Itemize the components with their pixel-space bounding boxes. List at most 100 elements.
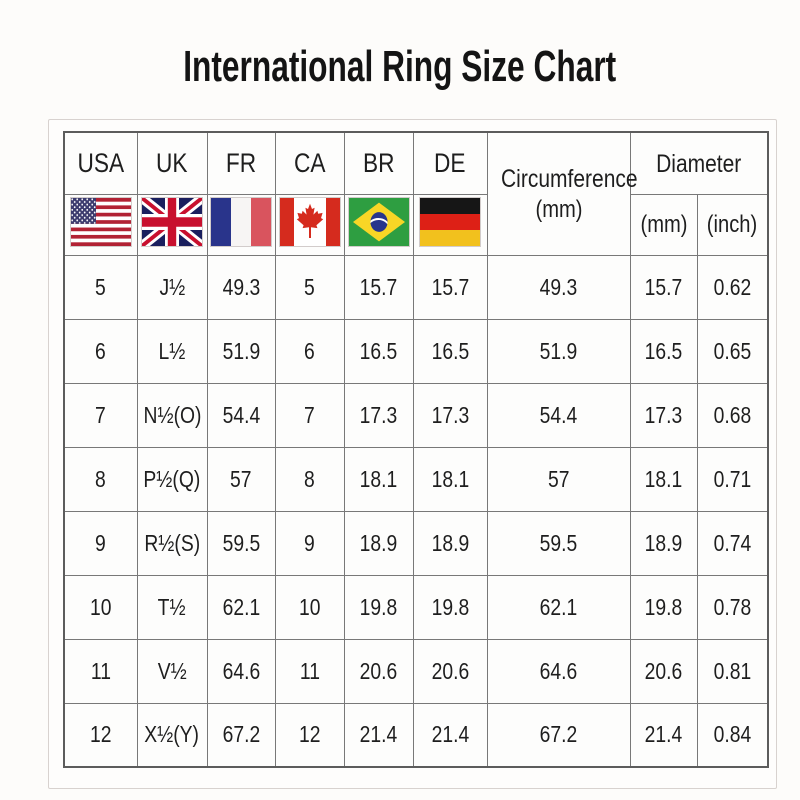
flag-cell-canada: [274, 193, 345, 256]
table-cell: 21.4: [412, 702, 488, 768]
table-cell: 0.78: [696, 574, 769, 640]
flag-cell-brazil: [343, 193, 414, 256]
table-cell: 7: [63, 382, 138, 448]
table-cell: 16.5: [343, 318, 414, 384]
table-cell: 67.2: [486, 702, 631, 768]
col-header-fr: FR: [206, 131, 276, 195]
cell-value: 10: [90, 593, 112, 620]
cell-value: 16.5: [644, 337, 683, 364]
cell-value: 49.3: [539, 273, 578, 300]
table-cell: 20.6: [412, 638, 488, 704]
table-cell: 8: [63, 446, 138, 512]
table-cell: 9: [274, 510, 345, 576]
table-cell: 15.7: [343, 254, 414, 320]
france-flag-icon: [210, 197, 272, 247]
table-cell: 18.1: [343, 446, 414, 512]
col-header-ca-label: CA: [293, 147, 326, 178]
cell-value: 16.5: [431, 337, 469, 364]
cell-value: 17.3: [359, 401, 398, 428]
table-cell: 0.74: [696, 510, 769, 576]
brazil-flag-icon: [347, 197, 410, 247]
flag-cell-germany: [412, 193, 488, 256]
table-cell: 62.1: [206, 574, 276, 640]
cell-value: 5: [304, 273, 315, 300]
col-header-circumference: Circumference (mm): [486, 131, 637, 256]
cell-value: 21.4: [644, 721, 683, 748]
cell-value: 54.4: [222, 401, 260, 428]
cell-value: 0.74: [713, 529, 752, 556]
cell-value: 62.1: [222, 593, 260, 620]
cell-value: J½: [159, 273, 185, 300]
table-body: 5 J½ 49.3 5 15.7 15.7 49.3 15.7 0.62 6 L½ 51.9 6 16.5…: [63, 254, 769, 768]
table-cell: 20.6: [629, 638, 698, 704]
cell-value: 15.7: [359, 273, 398, 300]
cell-value: 16.5: [359, 337, 398, 364]
cell-value: T½: [158, 593, 186, 620]
cell-value: 0.84: [713, 721, 752, 748]
cell-value: 64.6: [222, 657, 260, 684]
table-cell: 16.5: [412, 318, 488, 384]
table-cell: 7: [274, 382, 345, 448]
cell-value: 20.6: [431, 657, 469, 684]
table-cell: 18.9: [343, 510, 414, 576]
table-cell: 64.6: [486, 638, 631, 704]
cell-value: 11: [90, 657, 111, 684]
cell-value: 8: [95, 465, 107, 492]
col-header-uk-label: UK: [156, 147, 188, 178]
cell-value: 0.62: [713, 273, 752, 300]
table-cell: 10: [274, 574, 345, 640]
col-header-diameter-inch: (inch): [696, 193, 769, 256]
table-cell: 8: [274, 446, 345, 512]
chart-panel: USA UK FR CA BR DE Circumference (mm) Di…: [48, 119, 777, 789]
col-header-ca: CA: [274, 131, 345, 195]
col-header-usa: USA: [63, 131, 138, 195]
table-row: 6 L½ 51.9 6 16.5 16.5 51.9 16.5 0.65: [63, 318, 769, 384]
cell-value: 59.5: [539, 529, 578, 556]
cell-value: 20.6: [644, 657, 683, 684]
table-cell: 19.8: [412, 574, 488, 640]
table-cell: 0.65: [696, 318, 769, 384]
table-cell: N½(O): [136, 382, 208, 448]
cell-value: 12: [90, 721, 112, 748]
table-cell: 19.8: [343, 574, 414, 640]
table-cell: 12: [274, 702, 345, 768]
table-cell: 6: [274, 318, 345, 384]
table-row: 11 V½ 64.6 11 20.6 20.6 64.6 20.6 0.81: [63, 638, 769, 704]
table-cell: 5: [274, 254, 345, 320]
col-header-fr-label: FR: [225, 147, 257, 178]
page-title-text: International Ring Size Chart: [183, 42, 617, 91]
col-header-br-label: BR: [362, 147, 395, 178]
cell-value: 54.4: [539, 401, 578, 428]
cell-value: 19.8: [644, 593, 683, 620]
table-row: 5 J½ 49.3 5 15.7 15.7 49.3 15.7 0.62: [63, 254, 769, 320]
cell-value: 6: [304, 337, 315, 364]
cell-value: 57: [547, 465, 570, 492]
table-cell: 0.62: [696, 254, 769, 320]
cell-value: 0.68: [713, 401, 752, 428]
col-header-br: BR: [343, 131, 414, 195]
cell-value: 9: [95, 529, 107, 556]
table-cell: 51.9: [206, 318, 276, 384]
cell-value: 9: [304, 529, 315, 556]
table-cell: 54.4: [486, 382, 631, 448]
table-cell: L½: [136, 318, 208, 384]
cell-value: 0.78: [713, 593, 752, 620]
table-row: 7 N½(O) 54.4 7 17.3 17.3 54.4 17.3 0.68: [63, 382, 769, 448]
table-cell: 54.4: [206, 382, 276, 448]
cell-value: 64.6: [539, 657, 578, 684]
table-row: 8 P½(Q) 57 8 18.1 18.1 57 18.1 0.71: [63, 446, 769, 512]
table-cell: 57: [486, 446, 631, 512]
table-cell: 20.6: [343, 638, 414, 704]
table-row: 9 R½(S) 59.5 9 18.9 18.9 59.5 18.9 0.74: [63, 510, 769, 576]
cell-value: 18.1: [644, 465, 683, 492]
table-row: 10 T½ 62.1 10 19.8 19.8 62.1 19.8 0.78: [63, 574, 769, 640]
table-cell: R½(S): [136, 510, 208, 576]
table-cell: 64.6: [206, 638, 276, 704]
table-cell: 67.2: [206, 702, 276, 768]
col-header-uk: UK: [136, 131, 208, 195]
cell-value: R½(S): [144, 529, 200, 556]
cell-value: 19.8: [359, 593, 398, 620]
cell-value: 51.9: [539, 337, 578, 364]
table-row: 12 X½(Y) 67.2 12 21.4 21.4 67.2 21.4 0.84: [63, 702, 769, 768]
table-cell: 0.68: [696, 382, 769, 448]
